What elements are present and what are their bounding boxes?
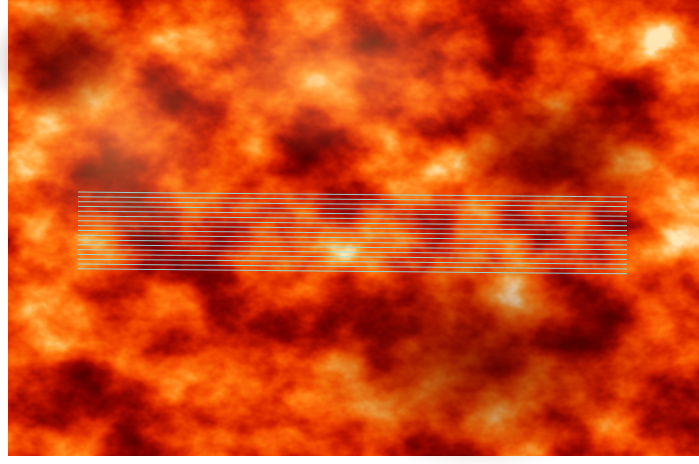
page: (() => { const data = JSON.parse(documen… <box>0 0 699 464</box>
dark-region <box>300 250 660 464</box>
solar-image-view <box>0 0 699 464</box>
solar-image <box>0 0 699 464</box>
dark-region <box>450 80 670 220</box>
